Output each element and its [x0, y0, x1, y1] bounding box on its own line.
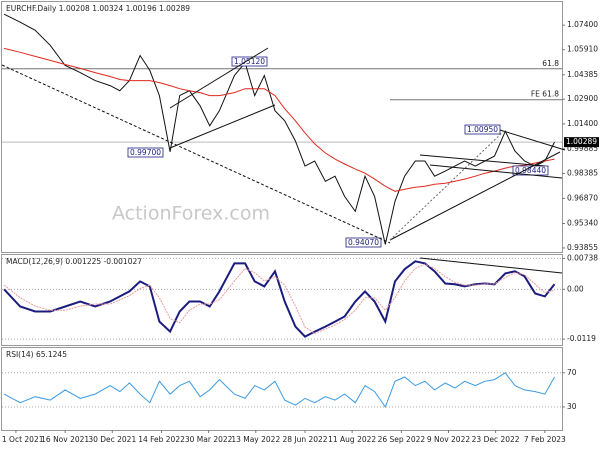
y-tick-label: -0.0119: [567, 334, 596, 343]
trend-line: [419, 154, 546, 167]
fib-label: FE 61.8: [531, 90, 559, 99]
y-tick-label: 0.00: [567, 284, 584, 293]
annotation-label: 1.05120: [234, 57, 265, 66]
price-panel: [1, 1, 563, 253]
annotation-box: [127, 147, 164, 158]
x-tick-label: 16 Nov 2021: [41, 435, 89, 444]
projection-line: [389, 129, 506, 241]
panel-title: MACD(12,26,9) 0.001225 -0.001027: [6, 257, 142, 266]
plot-layer: EURCHF.Daily 1.00208 1.00324 1.00196 1.0…: [2, 4, 599, 444]
annotation-box: [464, 124, 501, 135]
trend-line: [499, 129, 566, 151]
annotation-box: [231, 56, 268, 67]
x-tick-label: 11 Aug 2022: [328, 435, 376, 444]
x-tick-label: 30 Mar 2022: [185, 435, 233, 444]
trend-line: [429, 164, 563, 179]
annotation-label: 1.00950: [467, 125, 498, 134]
trend-line: [169, 104, 276, 149]
y-tick-label: 0.00738: [567, 253, 598, 262]
series-line: [3, 372, 555, 408]
annotation-label: 0.99700: [130, 148, 161, 157]
y-tick-label: 1.02900: [567, 94, 598, 103]
series-line: [3, 47, 555, 192]
y-tick-label: 0.96870: [567, 193, 598, 202]
current-price-label: 1.00289: [566, 137, 597, 146]
trend-line: [169, 47, 269, 109]
annotation-label: 0.94070: [348, 238, 379, 247]
trend-line: [389, 151, 561, 241]
y-tick-label: 0.98385: [567, 168, 598, 177]
x-tick-label: 23 Dec 2022: [472, 435, 520, 444]
x-tick-label: 9 Nov 2022: [427, 435, 470, 444]
y-tick-label: 0.95340: [567, 219, 598, 228]
annotation-label: 0.98440: [515, 166, 546, 175]
current-price-box: [564, 137, 599, 148]
macd-panel: [1, 254, 563, 346]
series-line: [3, 263, 555, 334]
x-tick-label: 14 Feb 2022: [138, 435, 185, 444]
x-tick-label: 28 Jun 2022: [282, 435, 327, 444]
x-tick-label: 13 May 2022: [231, 435, 280, 444]
panel-title: RSI(14) 65.1245: [6, 350, 67, 359]
y-tick-label: 1.05910: [567, 45, 598, 54]
y-tick-label: 0.99885: [567, 144, 598, 153]
y-tick-label: 0.93855: [567, 243, 598, 252]
panel-title: EURCHF.Daily 1.00208 1.00324 1.00196 1.0…: [6, 4, 190, 13]
trend-line: [419, 257, 563, 274]
x-tick-label: 30 Dec 2021: [88, 435, 136, 444]
trend-line: [1, 64, 391, 244]
watermark: ActionForex.com: [112, 203, 270, 225]
fib-label: 61.8: [542, 59, 559, 68]
y-tick-label: 30: [567, 402, 577, 411]
x-tick-label: 1 Oct 2021: [2, 435, 44, 444]
x-tick-label: 7 Feb 2023: [524, 435, 566, 444]
y-tick-label: 1.07400: [567, 20, 598, 29]
annotation-box: [345, 237, 382, 248]
x-tick-label: 26 Sep 2022: [378, 435, 426, 444]
y-tick-label: 1.01400: [567, 119, 598, 128]
y-tick-label: 1.04385: [567, 70, 598, 79]
rsi-panel: [1, 347, 563, 431]
y-tick-label: 70: [567, 368, 577, 377]
series-line: [3, 13, 555, 245]
